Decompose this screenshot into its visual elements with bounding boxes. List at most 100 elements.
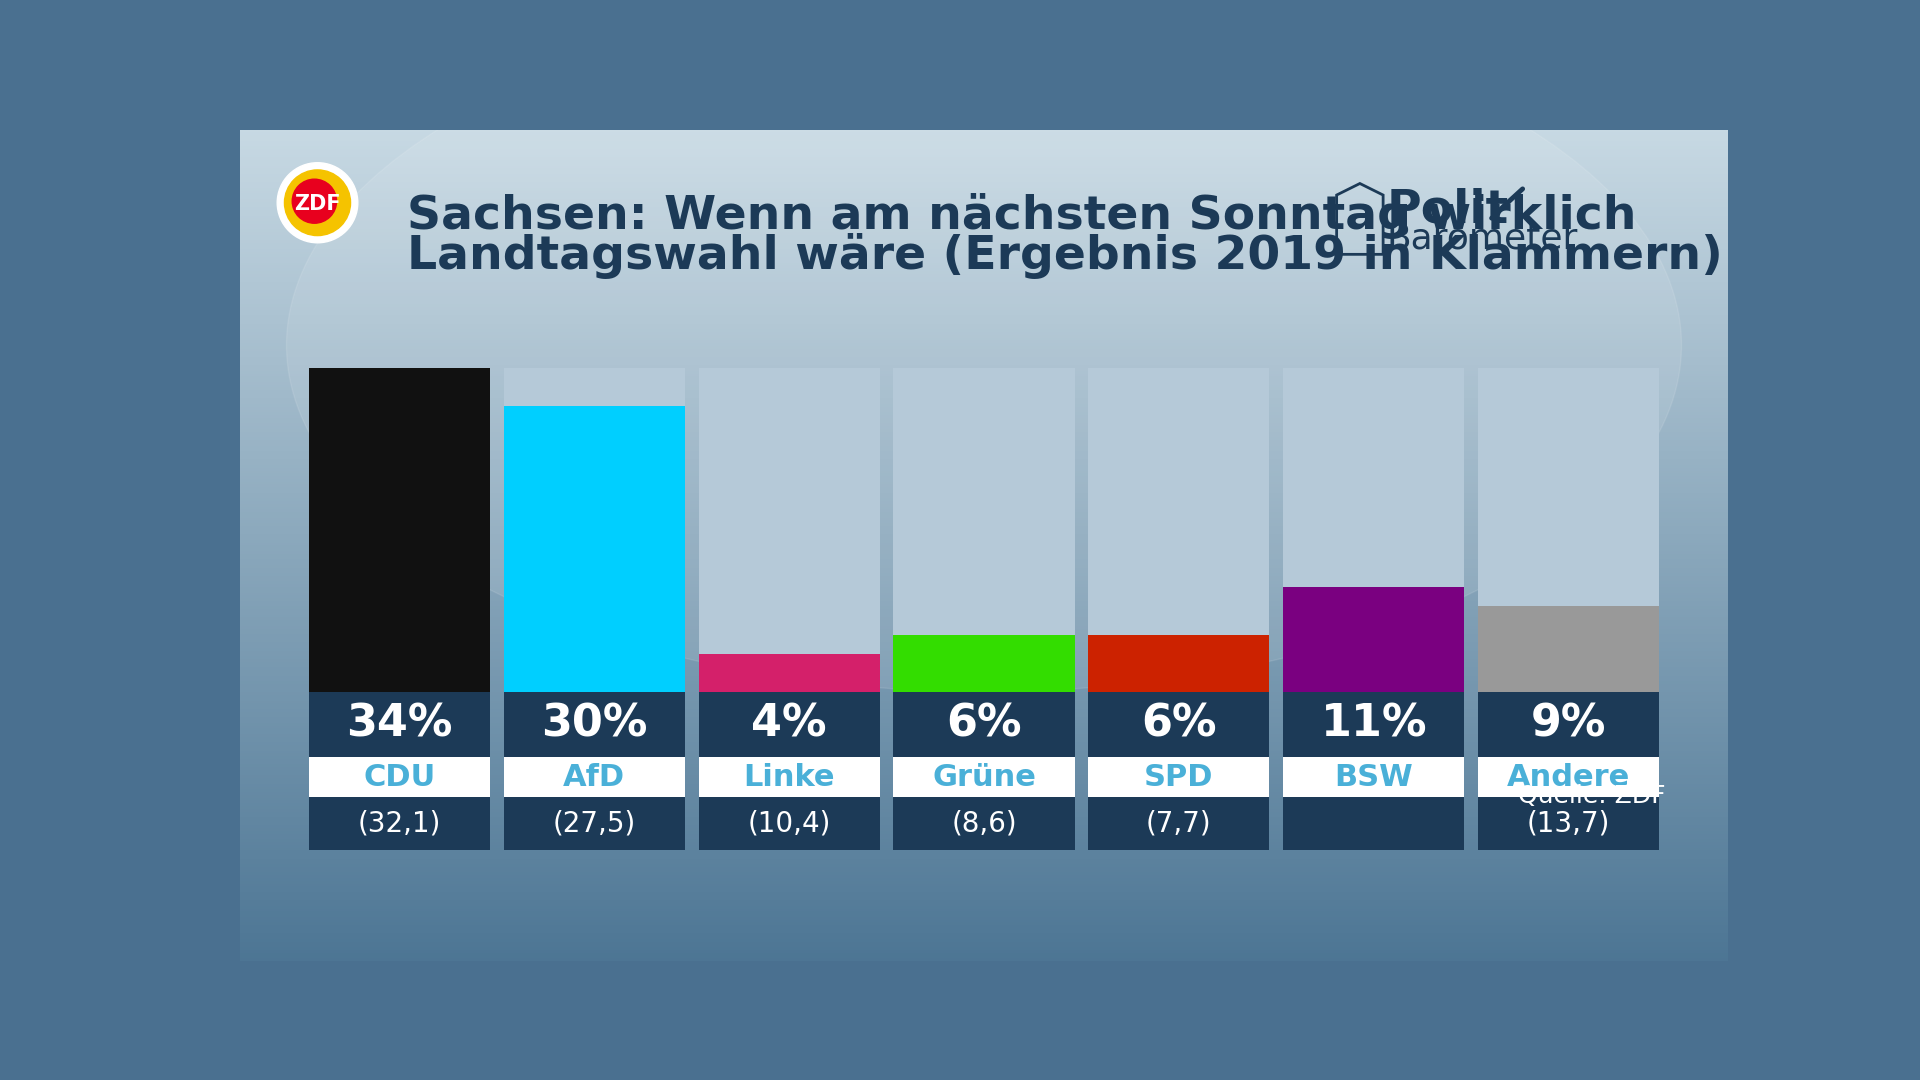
Bar xyxy=(240,558,1728,562)
Bar xyxy=(240,847,1728,850)
Bar xyxy=(240,806,1728,809)
Bar xyxy=(240,708,1728,712)
Bar xyxy=(240,636,1728,639)
Bar xyxy=(240,723,1728,726)
Bar xyxy=(240,714,1728,717)
Bar xyxy=(240,134,1728,138)
Bar xyxy=(240,181,1728,185)
Bar xyxy=(699,797,879,850)
Bar xyxy=(240,273,1728,276)
Bar xyxy=(240,259,1728,262)
Bar xyxy=(240,392,1728,395)
Text: 4%: 4% xyxy=(751,703,828,746)
Bar xyxy=(240,459,1728,462)
Bar xyxy=(240,953,1728,956)
Bar xyxy=(1283,368,1465,691)
Text: (13,7): (13,7) xyxy=(1526,809,1611,837)
Text: Andere: Andere xyxy=(1507,762,1630,792)
Bar xyxy=(240,215,1728,218)
Bar xyxy=(240,733,1728,737)
Bar xyxy=(240,237,1728,241)
Text: 6%: 6% xyxy=(1140,703,1217,746)
Text: Barometer: Barometer xyxy=(1386,222,1578,256)
Bar xyxy=(240,387,1728,390)
Bar xyxy=(240,342,1728,346)
Bar xyxy=(240,753,1728,756)
Bar xyxy=(240,924,1728,928)
Bar xyxy=(240,933,1728,936)
Bar xyxy=(240,204,1728,207)
Bar xyxy=(240,339,1728,343)
Bar xyxy=(240,537,1728,540)
Bar xyxy=(240,855,1728,859)
Bar xyxy=(240,422,1728,427)
Bar xyxy=(240,914,1728,917)
Bar xyxy=(240,955,1728,958)
Bar xyxy=(240,742,1728,745)
Bar xyxy=(240,383,1728,388)
Bar xyxy=(240,434,1728,437)
Bar xyxy=(240,819,1728,823)
Bar xyxy=(240,758,1728,761)
Bar xyxy=(240,866,1728,869)
Bar xyxy=(240,886,1728,889)
Bar xyxy=(240,254,1728,257)
Bar xyxy=(240,287,1728,291)
Bar xyxy=(240,406,1728,409)
Bar xyxy=(240,140,1728,144)
Bar xyxy=(240,185,1728,188)
Bar xyxy=(1283,691,1465,757)
Bar xyxy=(240,774,1728,779)
Bar xyxy=(240,517,1728,521)
Bar xyxy=(240,639,1728,643)
Bar xyxy=(240,916,1728,920)
Bar xyxy=(309,368,490,691)
Bar xyxy=(240,677,1728,681)
Bar xyxy=(240,589,1728,593)
Bar xyxy=(240,157,1728,160)
Bar xyxy=(240,403,1728,407)
Bar xyxy=(240,428,1728,432)
Bar xyxy=(240,303,1728,307)
Text: Landtagswahl wäre (Ergebnis 2019 in Klammern): Landtagswahl wäre (Ergebnis 2019 in Klam… xyxy=(407,233,1722,279)
Bar xyxy=(240,603,1728,606)
Bar xyxy=(240,364,1728,368)
Bar xyxy=(240,187,1728,190)
Bar xyxy=(240,220,1728,224)
Bar xyxy=(1089,757,1269,797)
Bar xyxy=(240,528,1728,531)
Bar xyxy=(240,132,1728,135)
Bar xyxy=(240,825,1728,828)
Bar xyxy=(240,275,1728,280)
Text: 34%: 34% xyxy=(346,703,453,746)
Bar xyxy=(240,611,1728,615)
Bar xyxy=(699,368,879,691)
Bar xyxy=(240,312,1728,315)
Bar xyxy=(240,284,1728,287)
Bar xyxy=(240,409,1728,413)
Bar xyxy=(503,406,685,691)
Bar xyxy=(240,769,1728,772)
Bar xyxy=(240,314,1728,319)
Text: Sachsen: Wenn am nächsten Sonntag wirklich: Sachsen: Wenn am nächsten Sonntag wirkli… xyxy=(407,193,1636,239)
Bar xyxy=(240,307,1728,310)
Bar xyxy=(240,548,1728,551)
Text: CDU: CDU xyxy=(363,762,436,792)
Bar xyxy=(240,395,1728,399)
Bar xyxy=(240,586,1728,590)
Bar xyxy=(1089,635,1269,691)
Bar xyxy=(240,880,1728,883)
Bar xyxy=(240,167,1728,171)
Bar xyxy=(240,939,1728,942)
Bar xyxy=(240,592,1728,595)
Bar xyxy=(240,730,1728,734)
Bar xyxy=(240,597,1728,600)
Bar xyxy=(240,245,1728,248)
Text: BSW: BSW xyxy=(1334,762,1413,792)
Bar xyxy=(240,572,1728,576)
Bar xyxy=(240,397,1728,402)
Bar xyxy=(240,519,1728,523)
Circle shape xyxy=(292,179,336,224)
Bar xyxy=(240,450,1728,454)
Bar xyxy=(240,256,1728,260)
